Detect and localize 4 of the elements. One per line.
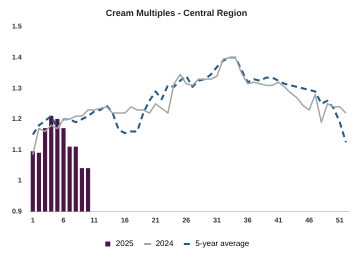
chart-title: Cream Multiples - Central Region bbox=[106, 8, 248, 18]
legend-label: 2024 bbox=[156, 239, 174, 248]
legend-label: 2025 bbox=[116, 239, 134, 248]
legend-label: 5-year average bbox=[195, 239, 250, 248]
